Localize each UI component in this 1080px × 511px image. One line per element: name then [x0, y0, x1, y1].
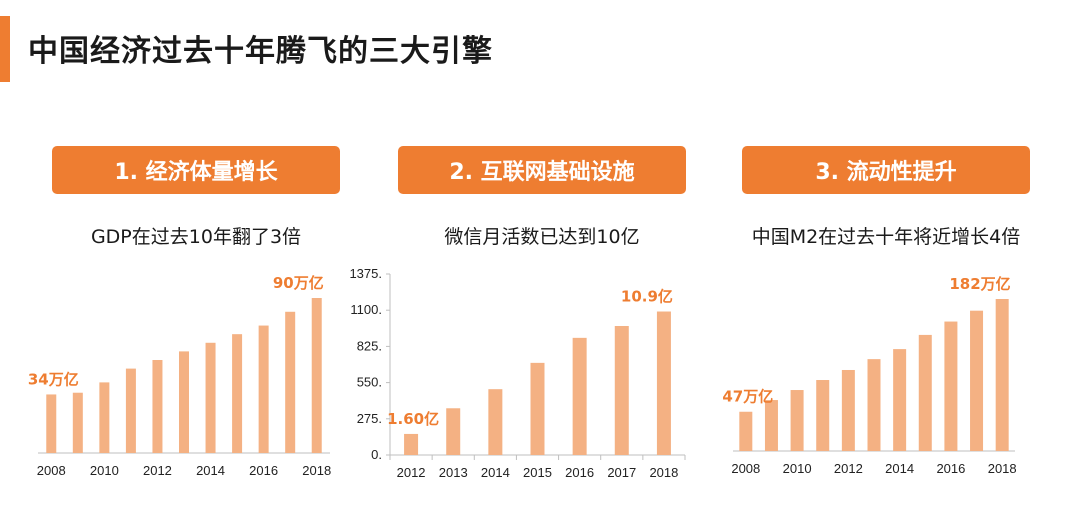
gdp-bar-chart: 2008 2010 2012 2014 2016 2018 34万亿 90万亿: [28, 274, 331, 478]
bar-2018: [656, 311, 671, 455]
bar-2018: [311, 298, 322, 453]
wechat-mau-bar-chart: 0. 275. 550. 825. 1100. 1375. 2012 2013 2014 2015…: [349, 266, 686, 480]
x-tick-label: 2016: [565, 465, 594, 480]
bar-2012: [404, 433, 419, 455]
bar-2011: [816, 380, 830, 451]
bar-2014: [205, 342, 216, 453]
data-label: 10.9亿: [621, 288, 673, 306]
x-tick-label: 2014: [885, 461, 914, 476]
bar-2008: [46, 394, 57, 453]
bar-2013: [867, 359, 881, 451]
panel-2-subtitle: 微信月活数已达到10亿: [444, 226, 640, 248]
bar-2017: [285, 311, 296, 453]
m2-bar-chart: 2008 2010 2012 2014 2016 2018 47万亿 182万亿: [722, 275, 1017, 476]
x-tick-label: 2013: [439, 465, 468, 480]
panel-3-header: 3. 流动性提升: [742, 146, 1030, 194]
bar-2010: [790, 390, 804, 451]
bar-2010: [99, 382, 110, 453]
data-label: 90万亿: [273, 274, 324, 292]
y-tick-label: 1375.: [349, 266, 382, 281]
x-tick-label: 2016: [249, 463, 278, 478]
page-title: 中国经济过去十年腾飞的三大引擎: [28, 34, 493, 69]
x-tick-label: 2012: [143, 463, 172, 478]
x-tick-label: 2018: [302, 463, 331, 478]
bar-2013: [179, 351, 189, 453]
bar-2009: [764, 400, 778, 451]
data-label: 47万亿: [722, 388, 773, 406]
y-tick-label: 275.: [357, 411, 382, 426]
data-label: 182万亿: [949, 275, 1010, 293]
bar-2008: [739, 411, 753, 451]
x-tick-label: 2010: [783, 461, 812, 476]
x-tick-label: 2014: [196, 463, 225, 478]
x-tick-label: 2014: [481, 465, 510, 480]
panel-2-header: 2. 互联网基础设施: [398, 146, 686, 194]
y-tick-label: 825.: [357, 338, 382, 353]
panel-3-subtitle: 中国M2在过去十年将近增长4倍: [751, 226, 1021, 248]
bar-2016: [944, 321, 958, 451]
data-label: 1.60亿: [387, 410, 439, 428]
bar-2014: [488, 389, 503, 455]
bar-2011: [125, 368, 136, 453]
data-label: 34万亿: [28, 370, 79, 388]
x-tick-label: 2012: [834, 461, 863, 476]
x-tick-label: 2012: [397, 465, 426, 480]
x-tick-label: 2018: [988, 461, 1017, 476]
bar-2012: [152, 360, 163, 453]
bar-2016: [572, 337, 587, 455]
bar-2017: [970, 310, 984, 451]
bar-2015: [232, 334, 243, 453]
bar-2015: [918, 334, 932, 451]
y-tick-label: 550.: [357, 375, 382, 390]
x-tick-label: 2017: [607, 465, 636, 480]
panel-1-subtitle: GDP在过去10年翻了3倍: [90, 226, 302, 248]
y-tick-label: 0.: [371, 447, 382, 462]
y-tick-label: 1100.: [350, 302, 382, 317]
x-tick-label: 2008: [731, 461, 760, 476]
bar-2013: [446, 408, 461, 455]
bar-2012: [841, 369, 855, 451]
x-tick-label: 2016: [936, 461, 965, 476]
bar-2014: [893, 349, 907, 451]
bar-2009: [72, 392, 83, 453]
x-tick-label: 2018: [649, 465, 678, 480]
x-tick-label: 2015: [523, 465, 552, 480]
bar-2017: [614, 325, 629, 455]
title-accent-bar: [0, 16, 10, 82]
panel-1-header: 1. 经济体量增长: [52, 146, 340, 194]
x-tick-label: 2008: [37, 463, 66, 478]
bar-2016: [258, 325, 269, 453]
x-tick-label: 2010: [90, 463, 119, 478]
bar-2018: [995, 299, 1009, 451]
bar-2015: [530, 362, 545, 455]
